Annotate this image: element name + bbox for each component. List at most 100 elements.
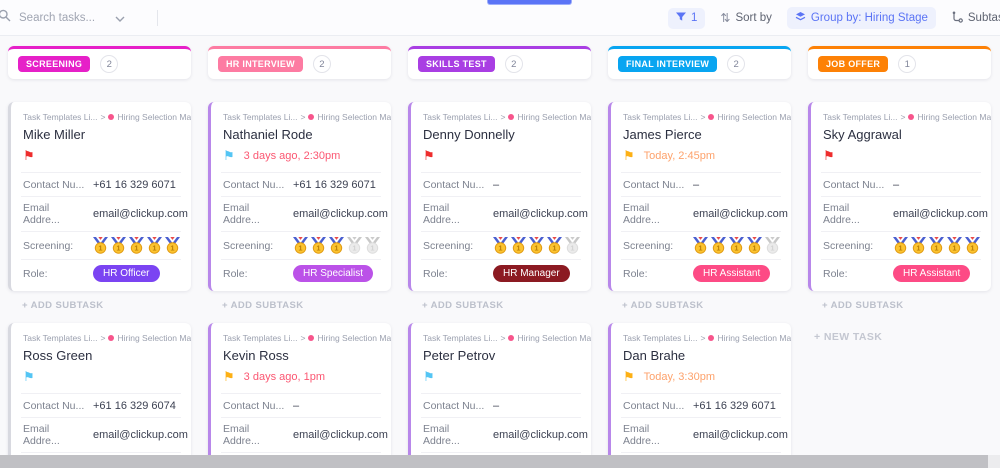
task-title[interactable]: Ross Green xyxy=(23,348,93,363)
task-card[interactable]: Task Templates Li... > Hiring Selection Ma… xyxy=(8,102,191,291)
task-title[interactable]: Mike Miller xyxy=(23,127,86,142)
task-card[interactable]: Task Templates Li... > Hiring Selection Ma… xyxy=(408,102,591,291)
task-title[interactable]: Denny Donnelly xyxy=(423,127,515,142)
contact-number-value[interactable]: – xyxy=(693,178,700,191)
email-address-value[interactable]: email@clickup.com xyxy=(493,429,588,441)
email-address-value[interactable]: email@clickup.com xyxy=(493,208,588,220)
group-by-button[interactable]: Group by: Hiring Stage xyxy=(786,7,936,29)
breadcrumb-template-name[interactable]: Hiring Selection Matrix Te... xyxy=(517,333,591,343)
column-header-skills-test[interactable]: SKILLS TEST 2 xyxy=(408,46,591,79)
screening-rating[interactable]: 1 1 1 1 1 xyxy=(893,237,980,254)
task-card[interactable]: Task Templates Li... > Hiring Selection Ma… xyxy=(608,323,791,455)
breadcrumb-list-name[interactable]: Task Templates Li... xyxy=(623,112,698,122)
breadcrumb-list-name[interactable]: Task Templates Li... xyxy=(823,112,898,122)
task-title[interactable]: Sky Aggrawal xyxy=(823,127,902,142)
role-badge[interactable]: HR Manager xyxy=(493,265,570,282)
due-date[interactable]: Today, 2:45pm xyxy=(643,149,715,162)
search-input[interactable] xyxy=(17,10,109,25)
email-address-value[interactable]: email@clickup.com xyxy=(893,208,988,220)
search-box[interactable] xyxy=(0,9,147,27)
add-subtask-button[interactable]: + ADD SUBTASK xyxy=(222,300,304,311)
email-address-value[interactable]: email@clickup.com xyxy=(93,208,188,220)
task-card[interactable]: Task Templates Li... > Hiring Selection Ma… xyxy=(408,323,591,455)
priority-flag-icon[interactable]: ⚑ xyxy=(223,369,235,384)
breadcrumb-list-name[interactable]: Task Templates Li... xyxy=(423,333,498,343)
horizontal-scrollbar-track[interactable] xyxy=(0,455,1000,468)
screening-rating[interactable]: 1 1 1 1 1 xyxy=(293,237,380,254)
breadcrumb-template-name[interactable]: Hiring Selection Matrix Te... xyxy=(917,112,991,122)
screening-rating[interactable]: 1 1 1 1 1 xyxy=(93,237,180,254)
priority-flag-icon[interactable]: ⚑ xyxy=(23,369,35,384)
due-date[interactable]: 3 days ago, 1pm xyxy=(243,370,325,383)
add-subtask-button[interactable]: + ADD SUBTASK xyxy=(822,300,904,311)
horizontal-scrollbar-thumb[interactable] xyxy=(0,455,988,468)
contact-number-value[interactable]: +61 16 329 6071 xyxy=(693,399,776,412)
priority-flag-icon[interactable]: ⚑ xyxy=(23,148,35,163)
add-subtask-button[interactable]: + ADD SUBTASK xyxy=(622,300,704,311)
email-address-value[interactable]: email@clickup.com xyxy=(93,429,188,441)
add-subtask-button[interactable]: + ADD SUBTASK xyxy=(22,300,104,311)
chevron-down-icon[interactable] xyxy=(115,9,125,27)
breadcrumb-template-name[interactable]: Hiring Selection Matrix Te... xyxy=(117,112,191,122)
contact-number-value[interactable]: +61 16 329 6071 xyxy=(93,178,176,191)
filter-button[interactable]: 1 xyxy=(668,7,706,29)
breadcrumb-list-name[interactable]: Task Templates Li... xyxy=(23,112,98,122)
due-date[interactable]: Today, 3:30pm xyxy=(643,370,715,383)
breadcrumb-list-name[interactable]: Task Templates Li... xyxy=(223,333,298,343)
breadcrumb-template-name[interactable]: Hiring Selection Matrix Te... xyxy=(717,333,791,343)
breadcrumb: Task Templates Li... > Hiring Selection Ma… xyxy=(211,110,391,122)
contact-number-value[interactable]: – xyxy=(493,178,500,191)
role-badge[interactable]: HR Officer xyxy=(93,265,160,282)
column-header-job-offer[interactable]: JOB OFFER 1 xyxy=(808,46,991,79)
breadcrumb-template-name[interactable]: Hiring Selection Matrix Te... xyxy=(117,333,191,343)
column-header-final-interview[interactable]: FINAL INTERVIEW 2 xyxy=(608,46,791,79)
sort-button[interactable]: ⇅ Sort by xyxy=(720,11,772,25)
screening-rating[interactable]: 1 1 1 1 1 xyxy=(693,237,780,254)
field-label-email-address: Email Addre... xyxy=(823,202,860,226)
email-address-value[interactable]: email@clickup.com xyxy=(293,429,388,441)
priority-flag-icon[interactable]: ⚑ xyxy=(423,148,435,163)
task-card[interactable]: Task Templates Li... > Hiring Selection Ma… xyxy=(208,323,391,455)
breadcrumb-list-name[interactable]: Task Templates Li... xyxy=(23,333,98,343)
task-title[interactable]: Dan Brahe xyxy=(623,348,686,363)
task-title[interactable]: Kevin Ross xyxy=(223,348,289,363)
breadcrumb-template-name[interactable]: Hiring Selection Matrix Te... xyxy=(317,333,391,343)
contact-number-value[interactable]: – xyxy=(493,399,500,412)
breadcrumb-template-name[interactable]: Hiring Selection Matrix Te... xyxy=(717,112,791,122)
svg-text:1: 1 xyxy=(334,244,338,253)
add-subtask-button[interactable]: + ADD SUBTASK xyxy=(422,300,504,311)
column-header-hr-interview[interactable]: HR INTERVIEW 2 xyxy=(208,46,391,79)
email-address-value[interactable]: email@clickup.com xyxy=(693,429,788,441)
contact-number-value[interactable]: +61 16 329 6074 xyxy=(93,399,176,412)
breadcrumb-template-name[interactable]: Hiring Selection Matrix Te... xyxy=(517,112,591,122)
subtasks-button[interactable]: Subtasks xyxy=(951,11,1000,26)
task-card[interactable]: Task Templates Li... > Hiring Selection Ma… xyxy=(8,323,191,455)
task-card[interactable]: Task Templates Li... > Hiring Selection Ma… xyxy=(808,102,991,291)
contact-number-value[interactable]: – xyxy=(893,178,900,191)
task-title[interactable]: James Pierce xyxy=(623,127,702,142)
task-card[interactable]: Task Templates Li... > Hiring Selection Ma… xyxy=(608,102,791,291)
role-badge[interactable]: HR Assistant xyxy=(693,265,771,282)
breadcrumb-template-name[interactable]: Hiring Selection Matrix Te... xyxy=(317,112,391,122)
task-title[interactable]: Peter Petrov xyxy=(423,348,496,363)
role-badge[interactable]: HR Assistant xyxy=(893,265,971,282)
priority-flag-icon[interactable]: ⚑ xyxy=(623,148,635,163)
priority-flag-icon[interactable]: ⚑ xyxy=(623,369,635,384)
contact-number-value[interactable]: – xyxy=(293,399,300,412)
due-date[interactable]: 3 days ago, 2:30pm xyxy=(243,149,341,162)
priority-flag-icon[interactable]: ⚑ xyxy=(823,148,835,163)
screening-rating[interactable]: 1 1 1 1 1 xyxy=(493,237,580,254)
breadcrumb-list-name[interactable]: Task Templates Li... xyxy=(423,112,498,122)
email-address-value[interactable]: email@clickup.com xyxy=(293,208,388,220)
priority-flag-icon[interactable]: ⚑ xyxy=(423,369,435,384)
priority-flag-icon[interactable]: ⚑ xyxy=(223,148,235,163)
contact-number-value[interactable]: +61 16 329 6071 xyxy=(293,178,376,191)
task-title[interactable]: Nathaniel Rode xyxy=(223,127,313,142)
breadcrumb-list-name[interactable]: Task Templates Li... xyxy=(623,333,698,343)
breadcrumb-list-name[interactable]: Task Templates Li... xyxy=(223,112,298,122)
role-badge[interactable]: HR Specialist xyxy=(293,265,374,282)
column-header-screening[interactable]: SCREENING 2 xyxy=(8,46,191,79)
email-address-value[interactable]: email@clickup.com xyxy=(693,208,788,220)
new-task-button[interactable]: + NEW TASK xyxy=(814,331,883,343)
task-card[interactable]: Task Templates Li... > Hiring Selection Ma… xyxy=(208,102,391,291)
